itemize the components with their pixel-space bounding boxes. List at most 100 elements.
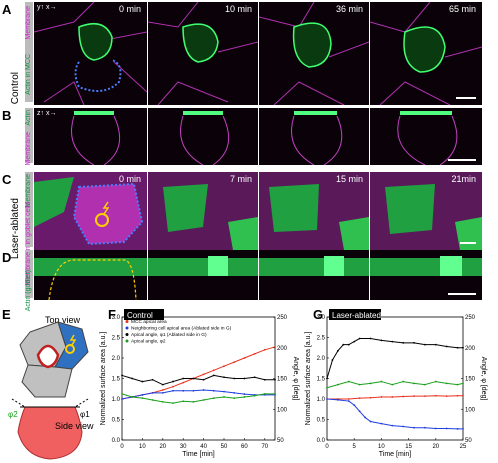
legend-label: MCC apical area — [131, 319, 167, 325]
series-point-1 — [424, 426, 426, 429]
series-point-1 — [456, 428, 459, 430]
image-b-0: z↑ x→ — [34, 108, 147, 165]
series-point-1 — [462, 428, 464, 430]
y-axis-label: Normalized surface area [a.u.] — [305, 332, 312, 426]
scale-bar-a — [456, 97, 476, 99]
y-tick-label: 2.0 — [112, 356, 121, 362]
series-point-1 — [413, 426, 415, 429]
series-point-1 — [391, 424, 394, 427]
series-point-0 — [243, 357, 246, 359]
series-point-3 — [233, 397, 236, 400]
y-tick-label: 2.5 — [112, 336, 121, 342]
panel-letter-e: E — [2, 307, 11, 322]
y-axis-label: Normalized surface area [a.u.] — [100, 332, 107, 426]
chart-g: Laser-ablated 0 5 10 15 20 25 0.0 0.5 1.0 1.5 2.0 2.… — [305, 309, 487, 458]
series-point-3 — [326, 386, 328, 389]
axis-icon-b: z↑ x→ — [37, 110, 57, 117]
series-point-1 — [151, 391, 154, 394]
x-tick-label: 40 — [200, 444, 207, 450]
row-label-laser: Laser-ablated — [10, 198, 21, 260]
series-point-1 — [243, 393, 246, 395]
y2-tick-label: 50 — [465, 438, 472, 444]
x-tick-label: 0 — [325, 444, 329, 450]
legend-label: Apical angle, φ2 — [131, 339, 166, 345]
x-axis-label: Time [min] — [379, 451, 411, 458]
series-point-0 — [233, 361, 236, 363]
series-point-1 — [223, 390, 225, 393]
series-point-3 — [141, 397, 144, 400]
series-point-3 — [263, 392, 266, 395]
series-point-0 — [202, 373, 205, 376]
series-point-1 — [336, 398, 339, 401]
scale-bar-d — [448, 293, 476, 295]
series-line-2 — [121, 374, 275, 386]
time-label-c-1: 7 min — [229, 174, 252, 184]
series-point-0 — [253, 353, 256, 355]
chart-title: Laser-ablated — [332, 311, 381, 320]
series-point-1 — [172, 389, 174, 392]
series-point-3 — [424, 383, 426, 386]
legend-marker — [125, 320, 129, 323]
legend-label: Apical angle, φ1 (Ablated side in G) — [131, 332, 207, 338]
series-point-0 — [263, 348, 266, 351]
series-point-3 — [151, 399, 154, 401]
series-point-1 — [182, 389, 185, 392]
y2-tick-label: 50 — [277, 438, 284, 444]
y2-tick-label: 200 — [277, 346, 288, 352]
series-point-1 — [380, 422, 383, 425]
y-tick-label: 0.5 — [112, 418, 121, 424]
series-point-2 — [212, 374, 215, 377]
series-point-3 — [380, 380, 383, 383]
series-point-2 — [424, 343, 426, 346]
series-point-2 — [182, 377, 185, 380]
series-point-2 — [121, 374, 123, 377]
series-point-3 — [413, 382, 415, 385]
y-tick-label: 1.5 — [317, 377, 326, 383]
series-point-3 — [358, 383, 361, 386]
series-point-0 — [402, 395, 405, 398]
series-point-2 — [172, 380, 174, 383]
series-point-2 — [391, 340, 394, 343]
series-point-0 — [274, 346, 276, 348]
x-tick-label: 15 — [405, 444, 412, 450]
x-tick-label: 10 — [378, 444, 385, 450]
series-point-0 — [172, 385, 174, 388]
series-point-3 — [462, 382, 464, 385]
series-point-2 — [253, 376, 256, 379]
panel-letter-g: G — [313, 307, 324, 322]
series-point-3 — [391, 383, 394, 386]
label-actin-b: Actin — [25, 110, 32, 126]
series-point-0 — [380, 396, 383, 398]
series-point-0 — [161, 389, 164, 391]
image-d-3 — [370, 250, 482, 300]
image-d-0 — [34, 250, 147, 300]
schematic-e: Top view φ2 φ1 Side view — [8, 315, 94, 460]
series-point-3 — [243, 396, 246, 398]
series-point-2 — [347, 343, 350, 346]
legend-marker — [125, 326, 129, 330]
series-point-1 — [364, 416, 366, 419]
y-tick-label: 3.0 — [112, 315, 121, 321]
image-c-1: 7 min — [148, 172, 258, 250]
series-point-1 — [402, 425, 405, 428]
x-tick-label: 5 — [353, 444, 357, 450]
y-tick-label: 0.0 — [112, 438, 121, 444]
y-tick-label: 2.0 — [317, 356, 326, 362]
series-point-1 — [121, 398, 123, 400]
row-label-control: Control — [10, 72, 21, 105]
label-strip-b: Actin Membrane — [25, 108, 33, 165]
series-line-0 — [121, 346, 276, 400]
x-axis-label: Time [min] — [182, 451, 214, 458]
series-point-1 — [347, 400, 350, 402]
panel-letter-f: F — [108, 307, 116, 322]
y2-tick-label: 200 — [465, 346, 476, 352]
series-point-0 — [456, 394, 459, 397]
series-point-1 — [358, 410, 361, 413]
time-label-a-2: 36 min — [335, 4, 363, 14]
time-label-a-3: 65 min — [448, 4, 476, 14]
panel-letter-b: B — [2, 108, 12, 123]
series-point-1 — [212, 389, 215, 392]
series-point-3 — [121, 392, 123, 395]
series-point-2 — [131, 377, 134, 380]
series-point-2 — [141, 380, 144, 383]
